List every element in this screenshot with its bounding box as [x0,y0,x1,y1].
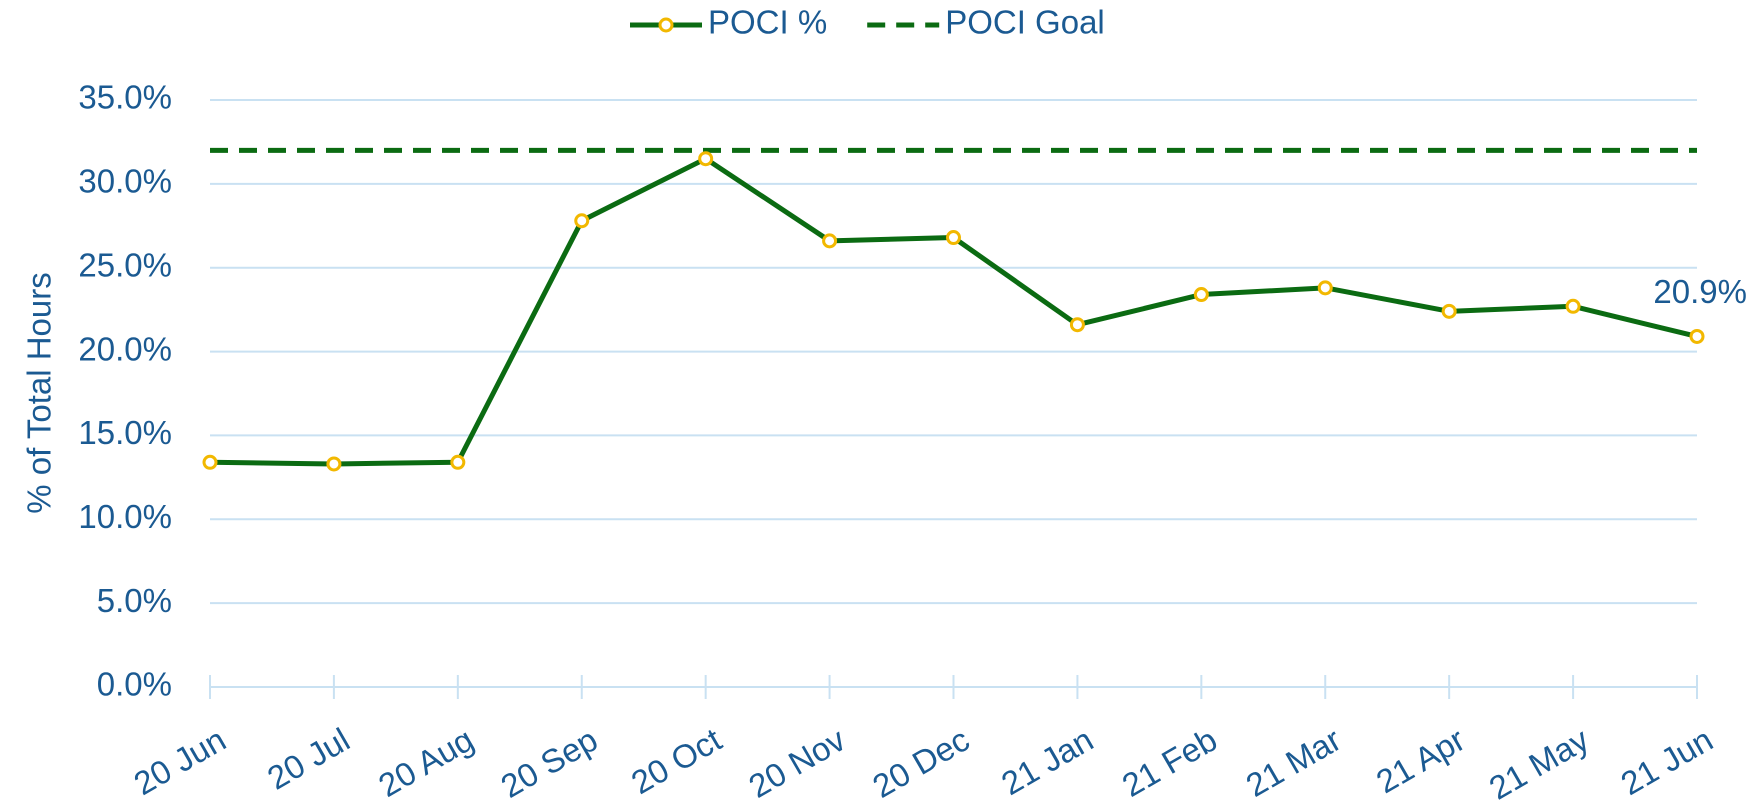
legend-label: POCI % [708,4,827,41]
marker [202,454,218,470]
marker [574,213,590,229]
x-tick-label: 21 Feb [1116,721,1223,804]
x-tick-label: 20 Dec [866,721,975,805]
y-tick-label: 30.0% [78,163,172,200]
y-axis-label: % of Total Hours [21,272,58,514]
x-tick-label: 21 Apr [1370,721,1471,801]
y-tick-label: 35.0% [78,79,172,116]
marker [822,233,838,249]
x-tick-label: 20 Oct [625,721,728,802]
x-tick-label: 21 Jan [995,721,1099,803]
data-label: 20.9% [1653,273,1747,310]
marker [1317,280,1333,296]
x-tick-label: 20 Aug [372,721,480,804]
x-tick-label: 21 Mar [1240,721,1347,804]
marker [1689,328,1705,344]
x-tick-label: 21 May [1483,720,1596,806]
y-tick-label: 15.0% [78,414,172,451]
marker [1193,287,1209,303]
marker [450,454,466,470]
x-tick-label: 21 Jun [1615,721,1719,803]
series-line [209,156,1698,467]
marker [1441,303,1457,319]
marker [1565,298,1581,314]
x-tick-label: 20 Sep [495,721,604,805]
marker [946,230,961,246]
legend-label: POCI Goal [945,4,1105,41]
y-tick-label: 0.0% [97,666,172,703]
x-tick-label: 20 Jul [261,721,356,797]
y-tick-label: 5.0% [97,582,172,619]
y-tick-label: 20.0% [78,330,172,367]
x-tick-label: 20 Nov [742,720,851,805]
y-tick-label: 25.0% [78,246,172,283]
marker [1069,317,1085,333]
y-tick-label: 10.0% [78,498,172,535]
x-tick-label: 20 Jun [128,721,232,803]
marker [698,151,714,167]
marker [326,456,342,472]
legend-marker [658,17,674,33]
